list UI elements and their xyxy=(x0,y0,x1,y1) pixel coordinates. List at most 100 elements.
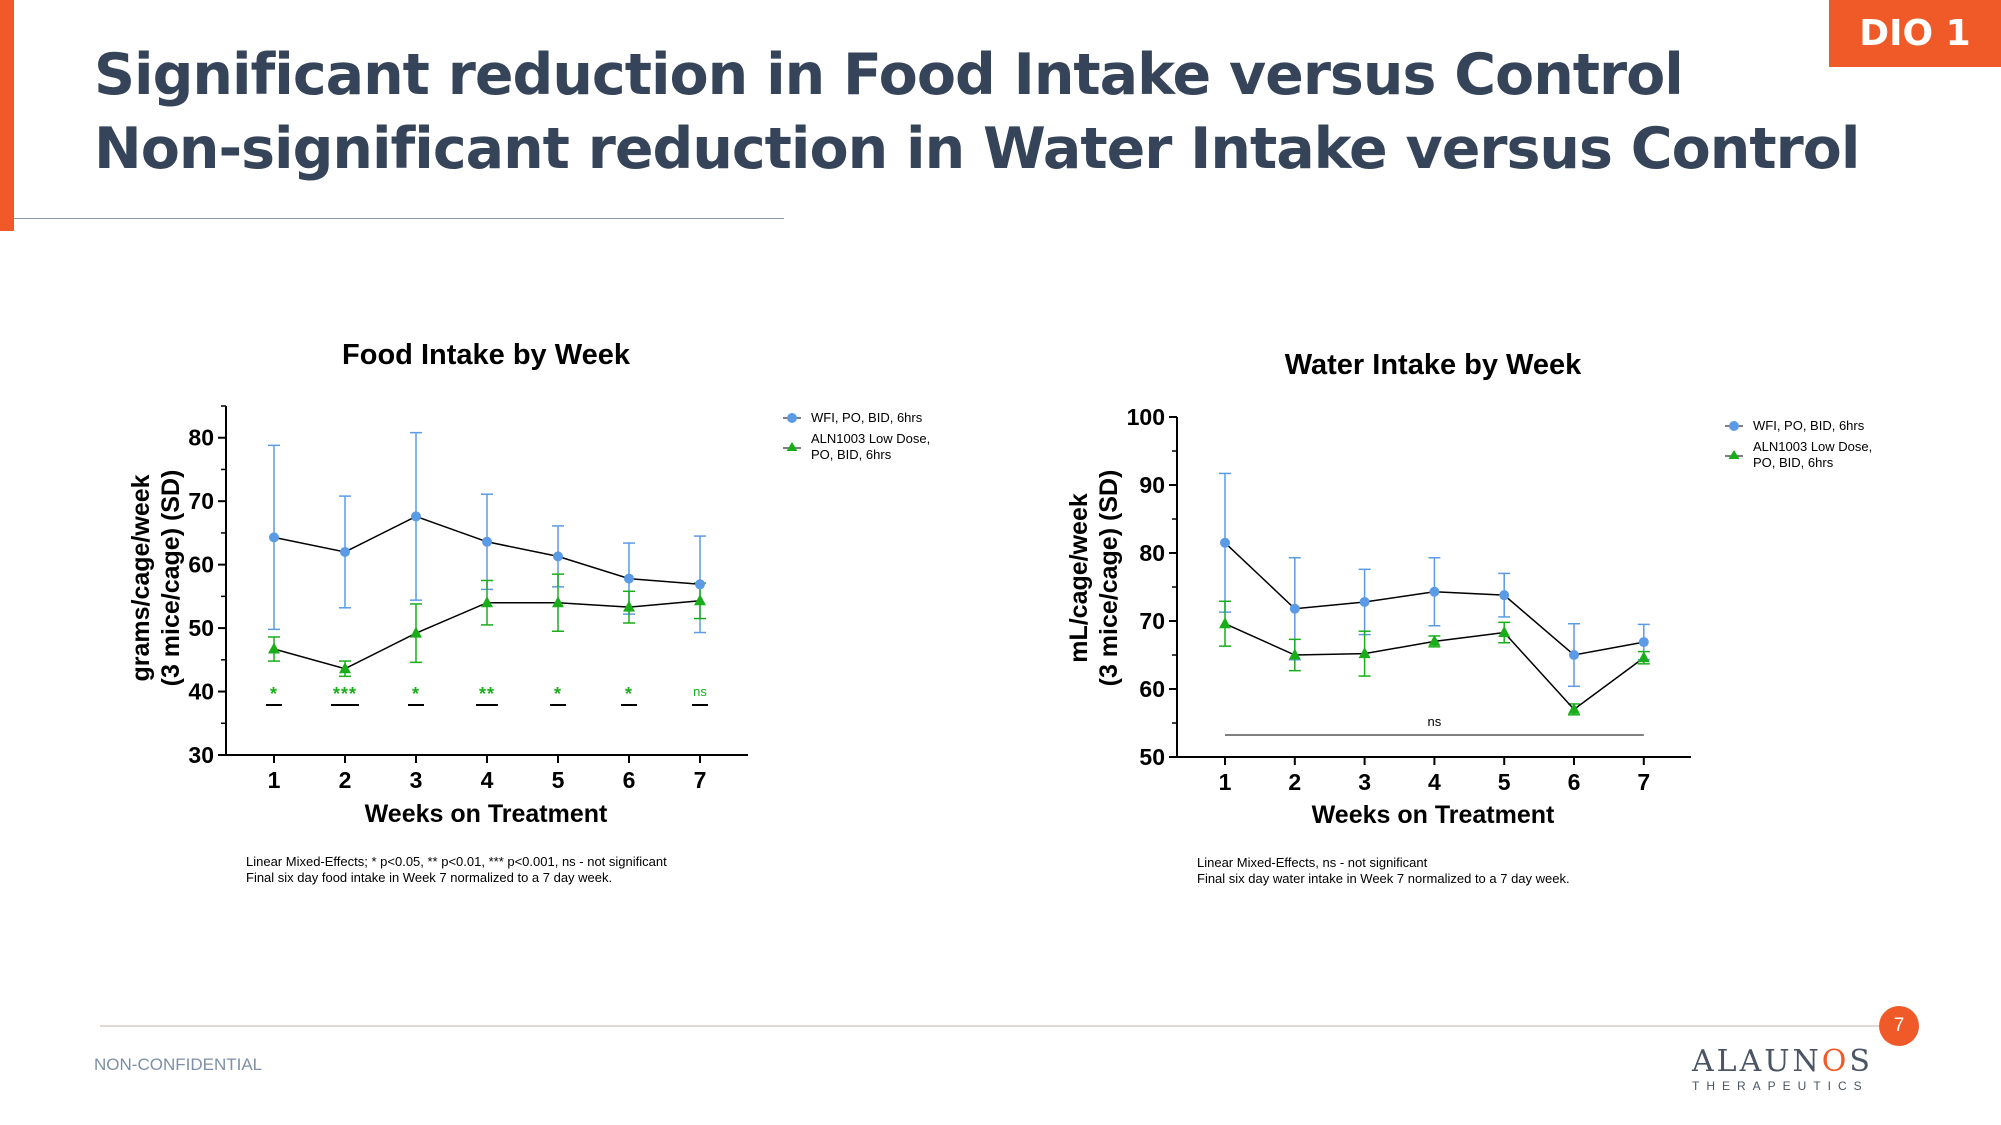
water-significance-label: ns xyxy=(1428,714,1442,729)
water-y-tick-label: 80 xyxy=(1139,540,1165,566)
water-point xyxy=(1220,537,1230,548)
study-tag: DIO 1 xyxy=(1829,0,2001,67)
water-legend-aln-label-2: PO, BID, 6hrs xyxy=(1753,455,1834,470)
food-intake-chart: Food Intake by Week 30 40 50 60 70 80 1 2 3 4 5 6 7 *… xyxy=(127,339,930,885)
water-legend-aln-label-1: ALN1003 Low Dose, xyxy=(1753,439,1872,454)
food-y-tick-label: 50 xyxy=(188,615,214,641)
logo-text-a: ALAUN xyxy=(1692,1044,1822,1079)
water-chart-title: Water Intake by Week xyxy=(1285,349,1582,381)
footer-divider xyxy=(100,1025,1880,1027)
water-plot-area: 50 60 70 80 90 100 1 2 3 4 5 6 7 ns xyxy=(1127,404,1691,795)
water-legend-wfi-marker xyxy=(1729,421,1739,431)
food-footnote-2: Final six day food intake in Week 7 norm… xyxy=(246,870,612,885)
food-x-tick-label: 5 xyxy=(552,767,565,793)
water-x-axis-label: Weeks on Treatment xyxy=(1312,801,1555,829)
food-y-tick-label: 40 xyxy=(188,679,214,705)
food-legend-aln-marker xyxy=(786,442,798,451)
water-point xyxy=(1637,651,1650,663)
water-point xyxy=(1638,637,1649,648)
confidentiality-label: NON-CONFIDENTIAL xyxy=(94,1055,263,1074)
food-legend-wfi-label: WFI, PO, BID, 6hrs xyxy=(811,410,923,425)
food-legend: WFI, PO, BID, 6hrs ALN1003 Low Dose, PO,… xyxy=(783,410,930,462)
water-point xyxy=(1569,650,1579,660)
food-point xyxy=(411,511,421,522)
water-y-axis-label-2: (3 mice/cage) (SD) xyxy=(1095,470,1123,687)
water-x-tick-label: 2 xyxy=(1288,769,1301,795)
food-point xyxy=(340,546,350,557)
food-legend-wfi-marker xyxy=(787,413,797,423)
water-y-tick-label: 90 xyxy=(1139,472,1165,498)
title-line-1: Significant reduction in Food Intake ver… xyxy=(94,42,1684,108)
food-y-axis-label-1: grams/cage/week xyxy=(127,474,155,681)
food-x-axis-label: Weeks on Treatment xyxy=(365,800,608,828)
water-point xyxy=(1568,702,1580,714)
logo-text-c: S xyxy=(1849,1044,1873,1079)
food-point xyxy=(482,536,492,547)
food-significance-label: * xyxy=(270,684,278,704)
food-point xyxy=(481,596,493,608)
water-legend: WFI, PO, BID, 6hrs ALN1003 Low Dose, PO,… xyxy=(1725,418,1872,470)
food-x-tick-label: 2 xyxy=(339,767,352,793)
food-point xyxy=(268,642,280,654)
water-point xyxy=(1428,634,1441,646)
water-y-axis-label-1: mL/cage/week xyxy=(1065,493,1093,663)
water-point xyxy=(1288,648,1301,660)
food-x-tick-label: 3 xyxy=(410,767,423,793)
logo-text-b: O xyxy=(1821,1044,1850,1079)
food-significance-label: * xyxy=(625,684,633,704)
water-point xyxy=(1499,590,1510,601)
water-y-tick-label: 50 xyxy=(1139,744,1165,770)
title-divider xyxy=(14,218,784,219)
food-y-tick-label: 80 xyxy=(188,425,214,451)
food-x-tick-label: 4 xyxy=(481,767,494,793)
logo-subtitle: THERAPEUTICS xyxy=(1692,1079,1869,1093)
company-logo: ALAUNOS THERAPEUTICS xyxy=(1692,1044,1870,1094)
water-y-tick-label: 70 xyxy=(1139,608,1165,634)
food-point xyxy=(410,626,422,638)
water-y-tick-label: 100 xyxy=(1127,404,1165,430)
food-point xyxy=(624,573,634,584)
food-significance-label: * xyxy=(554,684,562,704)
water-x-tick-label: 4 xyxy=(1428,769,1441,795)
food-significance-label: *** xyxy=(333,684,357,704)
food-x-tick-label: 6 xyxy=(623,767,636,793)
food-point xyxy=(269,532,279,543)
food-chart-title: Food Intake by Week xyxy=(342,339,631,371)
accent-bar xyxy=(0,0,14,231)
food-point xyxy=(694,594,706,606)
food-legend-aln-label-1: ALN1003 Low Dose, xyxy=(811,431,930,446)
title-line-2: Non-significant reduction in Water Intak… xyxy=(94,116,1860,182)
water-footnote-1: Linear Mixed-Effects, ns - not significa… xyxy=(1197,855,1428,870)
page-number: 7 xyxy=(1879,1006,1919,1046)
water-point xyxy=(1498,626,1511,638)
water-point xyxy=(1289,603,1300,614)
water-footnote-2: Final six day water intake in Week 7 nor… xyxy=(1197,871,1570,886)
food-point xyxy=(552,596,564,608)
water-point xyxy=(1219,617,1231,629)
water-point xyxy=(1429,586,1440,597)
logo-wordmark: ALAUNOS xyxy=(1692,1044,1870,1079)
water-intake-chart: Water Intake by Week 50 60 70 80 90 100 1 2 3 4 5 6… xyxy=(1065,349,1872,886)
food-point xyxy=(695,579,705,590)
food-x-tick-label: 7 xyxy=(694,767,707,793)
water-point xyxy=(1359,596,1370,607)
water-x-tick-label: 1 xyxy=(1219,769,1232,795)
water-point xyxy=(1358,647,1371,659)
food-y-tick-label: 60 xyxy=(188,552,214,578)
food-y-tick-label: 70 xyxy=(188,488,214,514)
food-point xyxy=(339,662,351,674)
water-legend-wfi-label: WFI, PO, BID, 6hrs xyxy=(1753,418,1865,433)
food-legend-aln-label-2: PO, BID, 6hrs xyxy=(811,447,892,462)
water-x-tick-label: 6 xyxy=(1568,769,1581,795)
water-x-tick-label: 3 xyxy=(1358,769,1371,795)
food-y-axis-label-2: (3 mice/cage) (SD) xyxy=(157,470,185,687)
water-x-tick-label: 7 xyxy=(1637,769,1650,795)
page-title: Significant reduction in Food Intake ver… xyxy=(94,38,1860,186)
food-significance-label: ** xyxy=(479,684,495,704)
food-footnote-1: Linear Mixed-Effects; * p<0.05, ** p<0.0… xyxy=(246,854,667,869)
water-x-tick-label: 5 xyxy=(1498,769,1511,795)
food-y-tick-label: 30 xyxy=(188,742,214,768)
food-significance-label: ns xyxy=(693,684,707,699)
food-x-tick-label: 1 xyxy=(268,767,281,793)
